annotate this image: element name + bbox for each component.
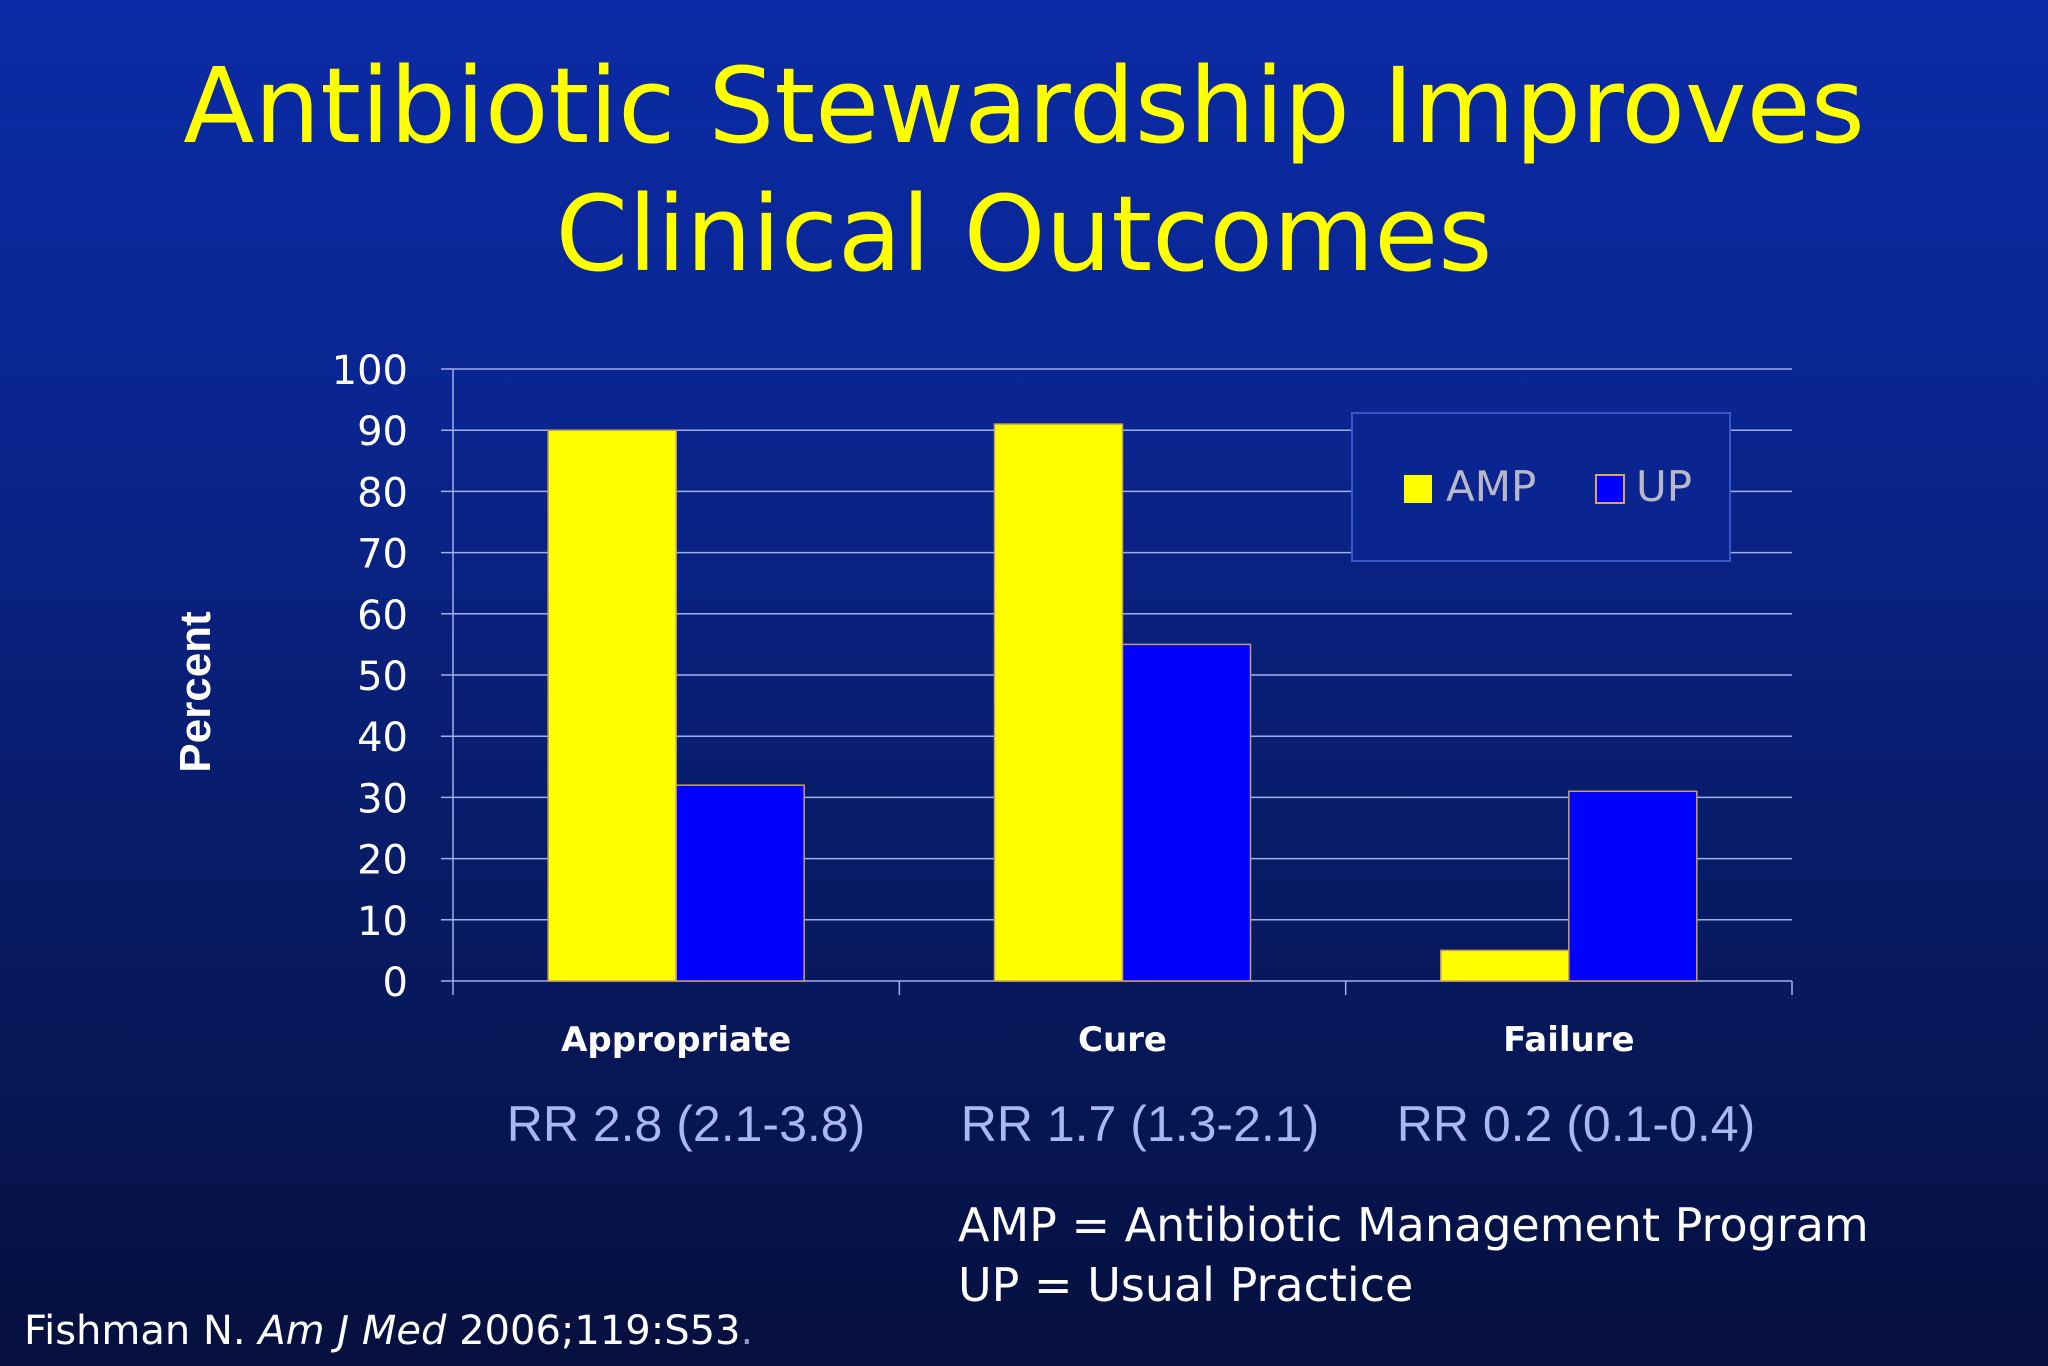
bar-up-failure: [1568, 790, 1698, 982]
x-tick-label: Failure: [1503, 1020, 1635, 1060]
citation-journal: Am J Med: [258, 1308, 447, 1354]
title-line-2: Clinical Outcomes: [555, 173, 1493, 295]
legend-swatch-amp: [1404, 475, 1432, 503]
y-tick-label: 90: [357, 409, 408, 455]
legend-swatch-up: [1595, 474, 1625, 504]
y-tick-label: 100: [332, 348, 408, 394]
y-tick-label: 60: [357, 593, 408, 639]
y-tick-label: 80: [357, 470, 408, 516]
y-tick-label: 50: [357, 654, 408, 700]
bar-up-appropriate: [675, 784, 805, 982]
legend-label-amp: AMP: [1446, 462, 1536, 511]
citation-author: Fishman N.: [24, 1308, 246, 1354]
y-tick-label: 40: [357, 715, 408, 761]
rr-label-failure: RR 0.2 (0.1-0.4): [1396, 1096, 1756, 1152]
rr-label-appropriate: RR 2.8 (2.1-3.8): [506, 1096, 866, 1152]
title-line-1: Antibiotic Stewardship Improves: [183, 45, 1865, 167]
slide-title: Antibiotic Stewardship Improves Clinical…: [0, 42, 2048, 298]
rr-label-cure: RR 1.7 (1.3-2.1): [960, 1096, 1320, 1152]
bar-amp-failure: [1440, 949, 1570, 982]
definition-up: UP = Usual Practice: [958, 1258, 1414, 1312]
y-tick-label: 20: [357, 838, 408, 884]
x-tick-label: Cure: [1078, 1020, 1167, 1060]
chart-legend: AMP UP: [1351, 412, 1731, 562]
x-tick-label: Appropriate: [561, 1020, 791, 1060]
y-tick-label: 10: [357, 899, 408, 945]
definition-amp: AMP = Antibiotic Management Program: [958, 1198, 1869, 1252]
bars: [547, 423, 1698, 982]
legend-label-up: UP: [1636, 462, 1692, 511]
y-tick-label: 0: [383, 960, 408, 1006]
bar-amp-cure: [993, 423, 1124, 982]
x-axis-ticks: Appropriate Cure Failure: [452, 981, 1793, 1060]
y-tick-label: 30: [357, 776, 408, 822]
abbreviation-definitions: AMP = Antibiotic Management Program UP =…: [958, 1195, 1869, 1315]
bar-amp-appropriate: [547, 429, 677, 982]
bar-up-cure: [1121, 643, 1252, 982]
citation: Fishman N. Am J Med 2006;119:S53.: [24, 1308, 754, 1354]
y-axis-label: Percent: [171, 611, 220, 773]
citation-ref: 2006;119:S53: [459, 1308, 741, 1354]
y-axis-ticks: 0 10 20 30 40 50 60 70 80 90 100: [332, 348, 408, 1006]
y-tick-label: 70: [357, 532, 408, 578]
